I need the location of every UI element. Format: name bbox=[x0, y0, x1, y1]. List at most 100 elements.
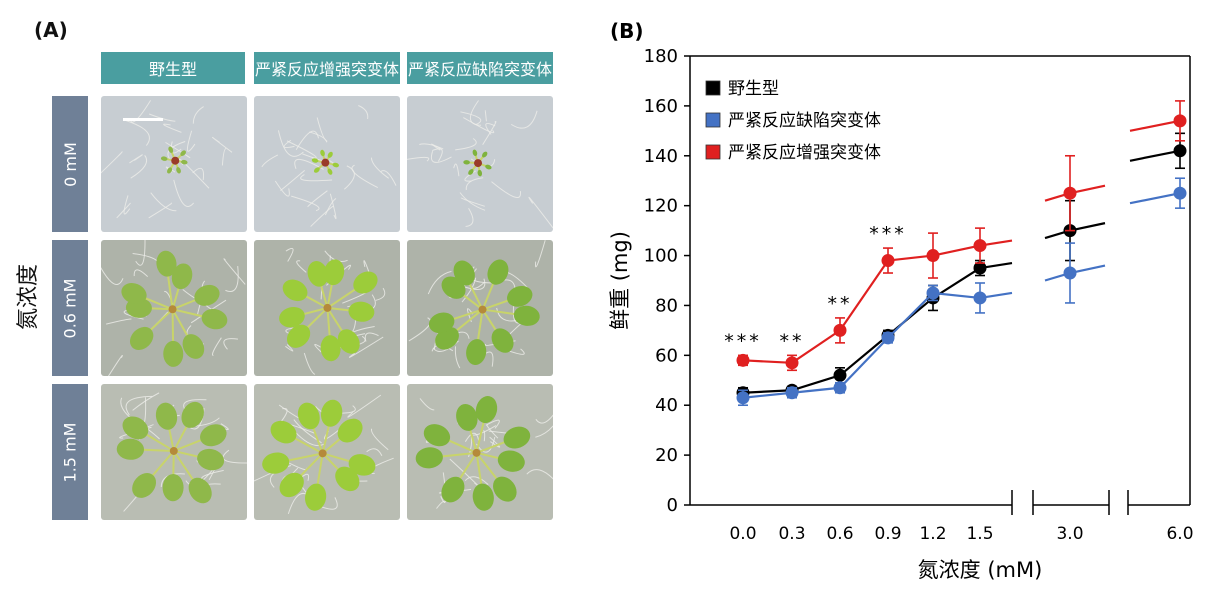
root-strand bbox=[149, 113, 176, 122]
row-header-1.5mM: 1.5 mM bbox=[52, 384, 88, 520]
rosette-center bbox=[472, 448, 481, 457]
chart: (B) 0 20 40 60 80 100 120 140 160 180 0.0 0.3 0.6 0.9 1… bbox=[608, 19, 1194, 582]
series-line-stub bbox=[1129, 192, 1181, 205]
data-point bbox=[833, 381, 847, 395]
root-strand bbox=[173, 179, 195, 207]
root-strand bbox=[419, 143, 444, 150]
root-strand bbox=[261, 154, 279, 168]
leaf bbox=[415, 447, 443, 469]
y-tick-label: 20 bbox=[655, 445, 678, 466]
x-tick-label: 0.6 bbox=[826, 524, 853, 544]
plant-photo bbox=[407, 240, 553, 376]
root-strand bbox=[449, 458, 479, 487]
plant-photo bbox=[254, 96, 400, 232]
leaf bbox=[116, 438, 145, 460]
root-strand bbox=[347, 394, 382, 418]
root-strand bbox=[126, 120, 150, 146]
leaf bbox=[180, 150, 186, 156]
root-strand bbox=[101, 151, 123, 174]
data-point bbox=[785, 386, 799, 400]
root-strand bbox=[307, 190, 328, 208]
leaf bbox=[466, 339, 487, 365]
leaf bbox=[513, 305, 540, 326]
root-strand bbox=[329, 193, 337, 220]
root-strand bbox=[123, 195, 131, 215]
root-strand bbox=[463, 117, 495, 134]
leaf bbox=[129, 326, 154, 350]
leaf bbox=[270, 420, 297, 444]
series-line bbox=[742, 291, 981, 399]
series-line-stub bbox=[1129, 119, 1181, 132]
root-strand bbox=[148, 202, 173, 219]
leaf bbox=[456, 403, 478, 431]
root-strand bbox=[408, 317, 431, 342]
root-strand bbox=[191, 299, 227, 324]
data-point bbox=[881, 254, 895, 268]
leaf bbox=[348, 301, 375, 322]
root-strand bbox=[223, 258, 246, 285]
rosette-center bbox=[321, 158, 330, 167]
root-strand bbox=[482, 121, 497, 146]
leaf bbox=[332, 162, 339, 168]
root-strand bbox=[419, 398, 435, 411]
leaf bbox=[279, 472, 304, 498]
root-strand bbox=[465, 177, 484, 191]
leaf bbox=[160, 156, 168, 161]
root-strand bbox=[285, 248, 294, 262]
root-strand bbox=[285, 344, 294, 352]
root-strand bbox=[101, 267, 124, 285]
panel-a-y-title: 氮浓度 bbox=[16, 263, 41, 330]
column-header-wild-type: 野生型 bbox=[101, 52, 245, 84]
scale-bar bbox=[123, 118, 163, 121]
root-strand bbox=[464, 432, 480, 442]
root-strand bbox=[135, 240, 146, 266]
leaf bbox=[353, 271, 378, 294]
root-strand bbox=[277, 130, 304, 157]
root-strand bbox=[485, 419, 500, 429]
root-strand bbox=[300, 174, 333, 182]
leaf bbox=[307, 261, 329, 287]
y-tick-label: 180 bbox=[644, 46, 678, 67]
root-strand bbox=[225, 266, 239, 292]
data-point bbox=[973, 239, 987, 253]
root-strand bbox=[324, 198, 337, 216]
column-header-deficient-mutant: 严紧反应缺陷突变体 bbox=[407, 52, 553, 84]
root-strand bbox=[534, 240, 546, 268]
root-strand bbox=[150, 192, 177, 212]
root-strand bbox=[165, 141, 191, 159]
rosette-center bbox=[474, 159, 483, 168]
root-strand bbox=[453, 163, 460, 177]
root-strand bbox=[363, 260, 371, 275]
leaf bbox=[182, 334, 205, 359]
x-tick-label: 1.5 bbox=[966, 524, 993, 544]
leaf bbox=[475, 396, 498, 424]
leaf bbox=[468, 169, 474, 175]
plant-photo bbox=[254, 384, 400, 520]
root-strand bbox=[459, 192, 486, 211]
y-tick-label: 80 bbox=[655, 295, 678, 316]
root-strand bbox=[486, 424, 499, 439]
root-strand bbox=[455, 138, 477, 151]
leaf bbox=[262, 452, 290, 474]
root-strand bbox=[510, 110, 538, 129]
root-strand bbox=[460, 197, 485, 207]
root-strand bbox=[294, 431, 325, 447]
row-header-0.6mM: 0.6 mM bbox=[52, 240, 88, 376]
leaf bbox=[155, 402, 178, 430]
y-tick-label: 140 bbox=[644, 146, 678, 167]
root-strand bbox=[107, 354, 123, 376]
plant-photo bbox=[407, 96, 553, 232]
root-strand bbox=[221, 147, 227, 166]
y-tick-label: 100 bbox=[644, 246, 678, 267]
data-point bbox=[1063, 186, 1077, 200]
plant-photo bbox=[254, 240, 400, 376]
leaf bbox=[472, 483, 494, 511]
root-strand bbox=[358, 105, 369, 119]
leaf bbox=[320, 149, 325, 157]
leaf bbox=[176, 167, 181, 174]
root-strand bbox=[295, 130, 320, 151]
leaf bbox=[507, 285, 533, 307]
data-point bbox=[736, 391, 750, 405]
root-strand bbox=[526, 469, 553, 480]
root-strand bbox=[303, 352, 316, 375]
